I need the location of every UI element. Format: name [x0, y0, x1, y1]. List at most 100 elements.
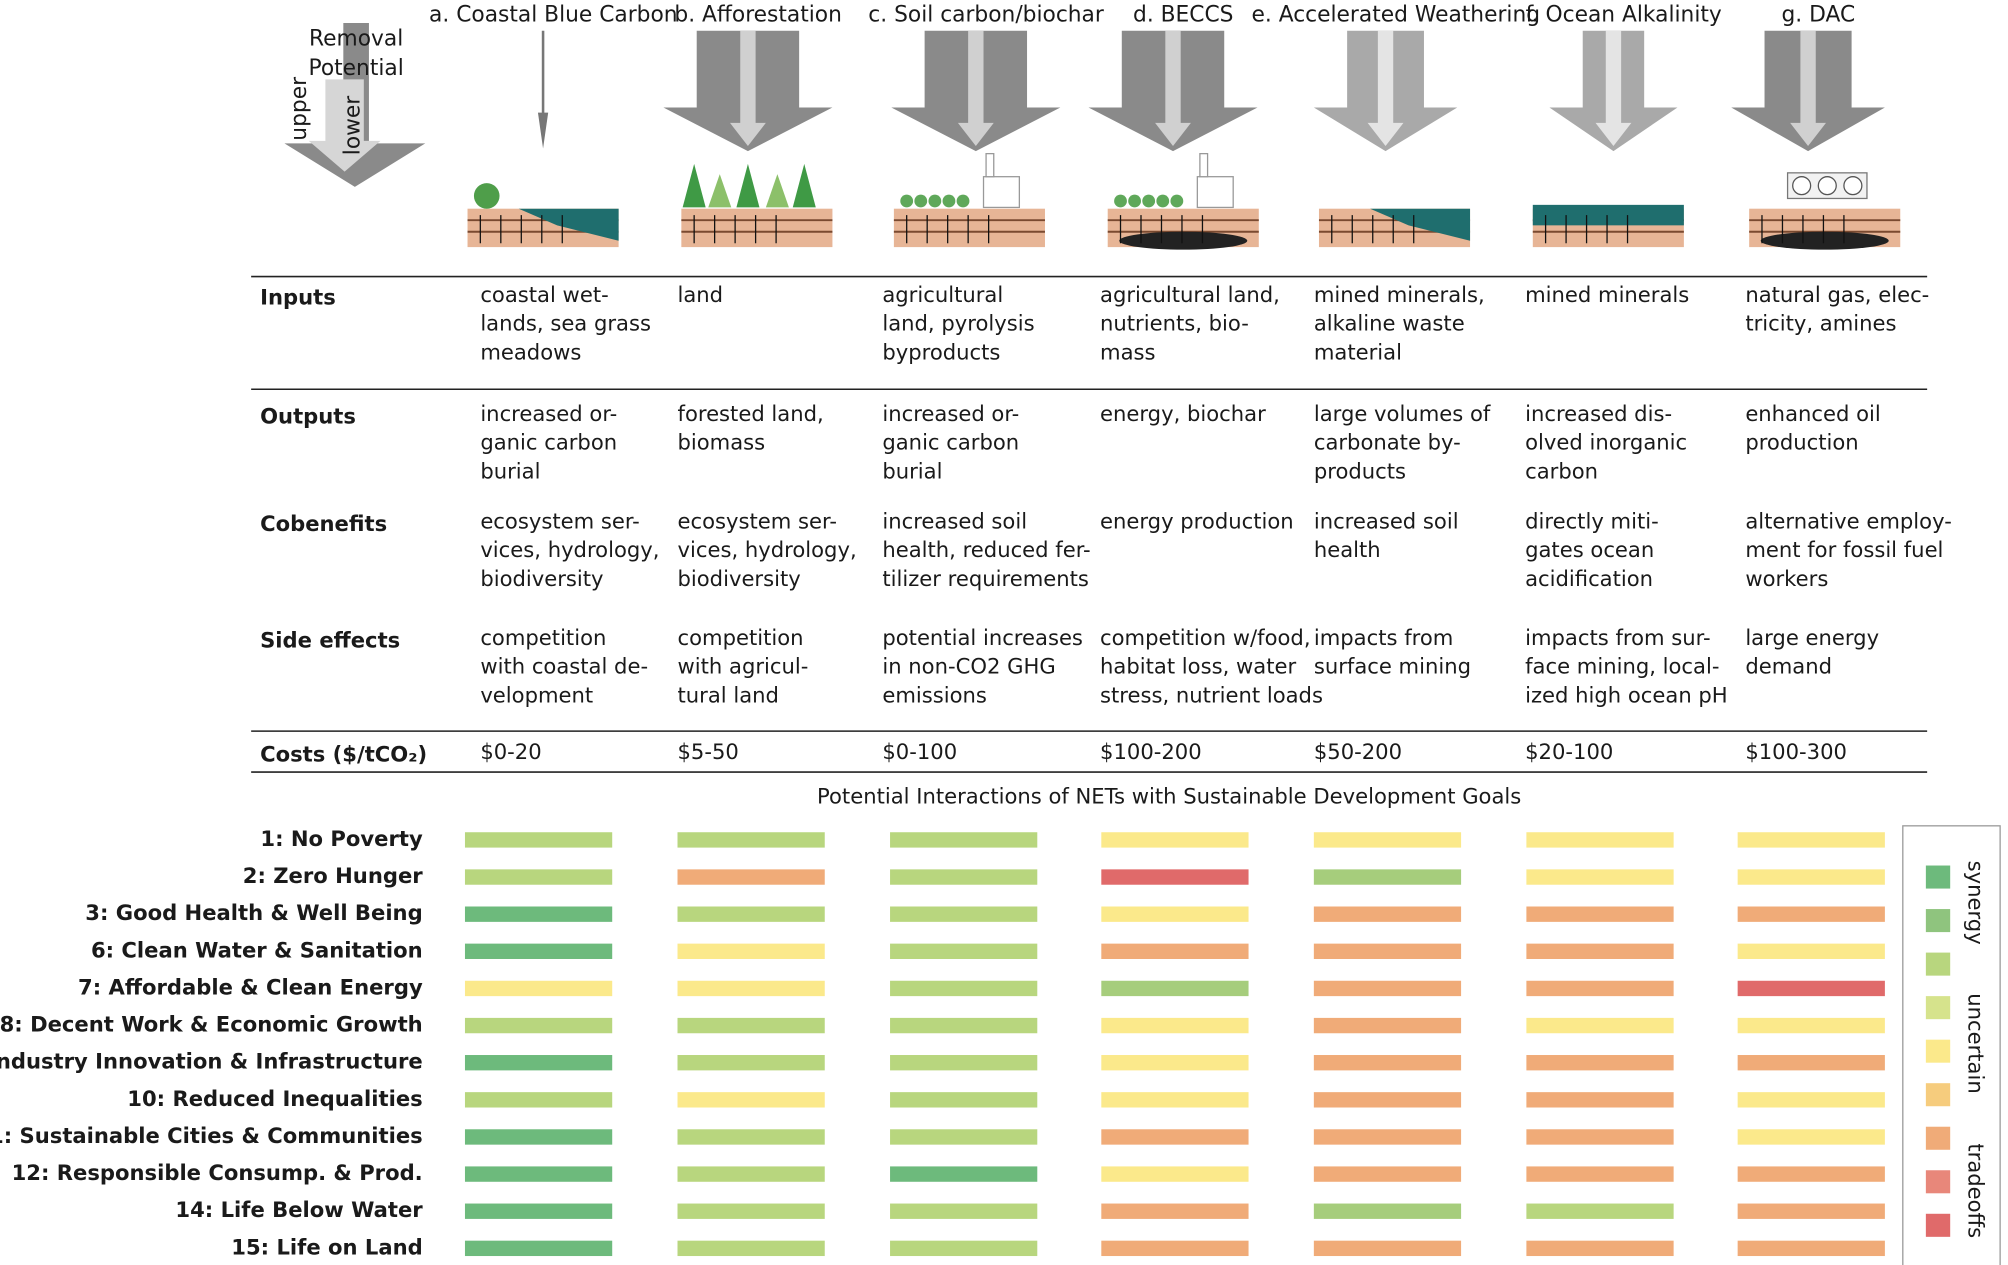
interaction-bar: [464, 1129, 613, 1145]
interaction-bar: [890, 906, 1038, 922]
legend-swatch: [1925, 996, 1951, 1020]
interaction-bar: [464, 869, 613, 885]
cell-text: ment for fossil fuel: [1745, 537, 1943, 562]
cell-text: large energy: [1745, 625, 1879, 650]
cell-text: ized high ocean pH: [1525, 683, 1728, 708]
legend-swatch: [1925, 1083, 1951, 1107]
interaction-bar: [464, 1240, 613, 1257]
interaction-bar: [1526, 1129, 1674, 1145]
interaction-bar: [464, 1092, 613, 1108]
cell-text: directly miti-: [1525, 508, 1659, 533]
crop: [1142, 194, 1156, 208]
crop: [1128, 194, 1141, 208]
cell-text: biodiversity: [678, 566, 801, 591]
legend-swatch: [1925, 1170, 1951, 1194]
cell-text: meadows: [480, 339, 581, 364]
legend-swatch: [1925, 1126, 1951, 1150]
sdg-label: 3: Good Health & Well Being: [85, 900, 422, 925]
interaction-bar: [890, 1017, 1038, 1034]
sdg-label: 14: Life Below Water: [175, 1197, 423, 1222]
cell-text: $100-200: [1100, 739, 1202, 764]
removal-arrow-inner: [1367, 30, 1404, 146]
removal-arrow-inner: [1155, 30, 1191, 146]
cell-text: velopment: [480, 683, 593, 708]
interaction-bar: [1313, 1092, 1462, 1108]
interaction-bar: [1526, 1203, 1674, 1219]
sdg-label: 6: Clean Water & Sanitation: [91, 937, 423, 962]
tree: [765, 174, 789, 208]
interaction-bar: [1313, 1166, 1462, 1182]
cell-text: health: [1314, 537, 1381, 562]
interaction-bar: [1737, 1055, 1885, 1071]
legend-swatch: [1925, 1039, 1951, 1063]
interaction-bar: [1737, 1092, 1885, 1108]
cell-text: competition: [678, 625, 804, 650]
cell-text: mass: [1100, 339, 1156, 364]
interaction-bar: [1737, 1129, 1885, 1145]
cell-text: mined minerals: [1525, 282, 1689, 307]
cell-text: byproducts: [882, 339, 1000, 364]
interaction-bar: [890, 1240, 1038, 1257]
crop: [942, 194, 956, 208]
cell-text: emissions: [882, 683, 987, 708]
cell-text: stress, nutrient loads: [1100, 683, 1323, 708]
interaction-bar: [464, 1166, 613, 1182]
interaction-bar: [890, 1092, 1038, 1108]
row-label: Inputs: [260, 284, 336, 309]
interaction-bar: [890, 1203, 1038, 1219]
cell-text: alternative employ-: [1745, 508, 1952, 533]
cell-text: olved inorganic: [1525, 430, 1687, 455]
interaction-bar: [1101, 1203, 1249, 1219]
interaction-bar: [1313, 1055, 1462, 1071]
interaction-bar: [1737, 1166, 1885, 1182]
interaction-bar: [1101, 1017, 1249, 1034]
interaction-bar: [1737, 980, 1885, 997]
interaction-bar: [890, 832, 1038, 848]
interaction-bar: [1737, 906, 1885, 922]
upper-label: upper: [287, 77, 312, 141]
interaction-bar: [677, 869, 825, 885]
thin-arrow-head: [537, 112, 549, 149]
row-label: Outputs: [260, 403, 356, 428]
fan: [1817, 176, 1837, 196]
interaction-bar: [1313, 980, 1462, 997]
interaction-bar: [677, 1129, 825, 1145]
ground: [893, 208, 1045, 248]
cell-text: biomass: [678, 430, 766, 455]
legend-label: tradeoffs: [1964, 1143, 1989, 1238]
cell-text: production: [1745, 430, 1858, 455]
row-label: Cobenefits: [260, 511, 387, 536]
factory: [982, 176, 1021, 209]
cell-text: agricultural: [882, 282, 1003, 307]
storage: [1760, 231, 1889, 250]
interaction-bar: [1101, 1129, 1249, 1145]
cell-text: coastal wet-: [480, 282, 608, 307]
interaction-bar: [1313, 1203, 1462, 1219]
cell-text: potential increases: [882, 625, 1083, 650]
sdg-label: 10: Reduced Inequalities: [127, 1086, 422, 1111]
interaction-bar: [890, 1055, 1038, 1071]
interaction-bar: [1526, 1240, 1674, 1257]
interaction-bar: [1101, 1166, 1249, 1182]
cell-text: agricultural land,: [1100, 282, 1280, 307]
cell-text: habitat loss, water: [1100, 654, 1296, 679]
interaction-bar: [1737, 1017, 1885, 1034]
interaction-bar: [677, 943, 825, 959]
interaction-bar: [464, 1017, 613, 1034]
interaction-bar: [1526, 980, 1674, 997]
cell-text: mined minerals,: [1314, 282, 1485, 307]
cell-text: competition: [480, 625, 606, 650]
inner-arrow: [308, 79, 381, 172]
cell-text: $50-200: [1314, 739, 1402, 764]
cell-text: land, pyrolysis: [882, 311, 1034, 336]
ground: [681, 208, 833, 248]
cell-text: lands, sea grass: [480, 311, 651, 336]
crop: [956, 194, 970, 208]
interaction-bar: [677, 1017, 825, 1034]
interaction-bar: [677, 1055, 825, 1071]
interaction-bar: [1313, 1240, 1462, 1257]
chimney: [1199, 153, 1209, 178]
legend-swatch: [1925, 909, 1951, 933]
cell-text: health, reduced fer-: [882, 537, 1090, 562]
cell-text: tricity, amines: [1745, 311, 1896, 336]
